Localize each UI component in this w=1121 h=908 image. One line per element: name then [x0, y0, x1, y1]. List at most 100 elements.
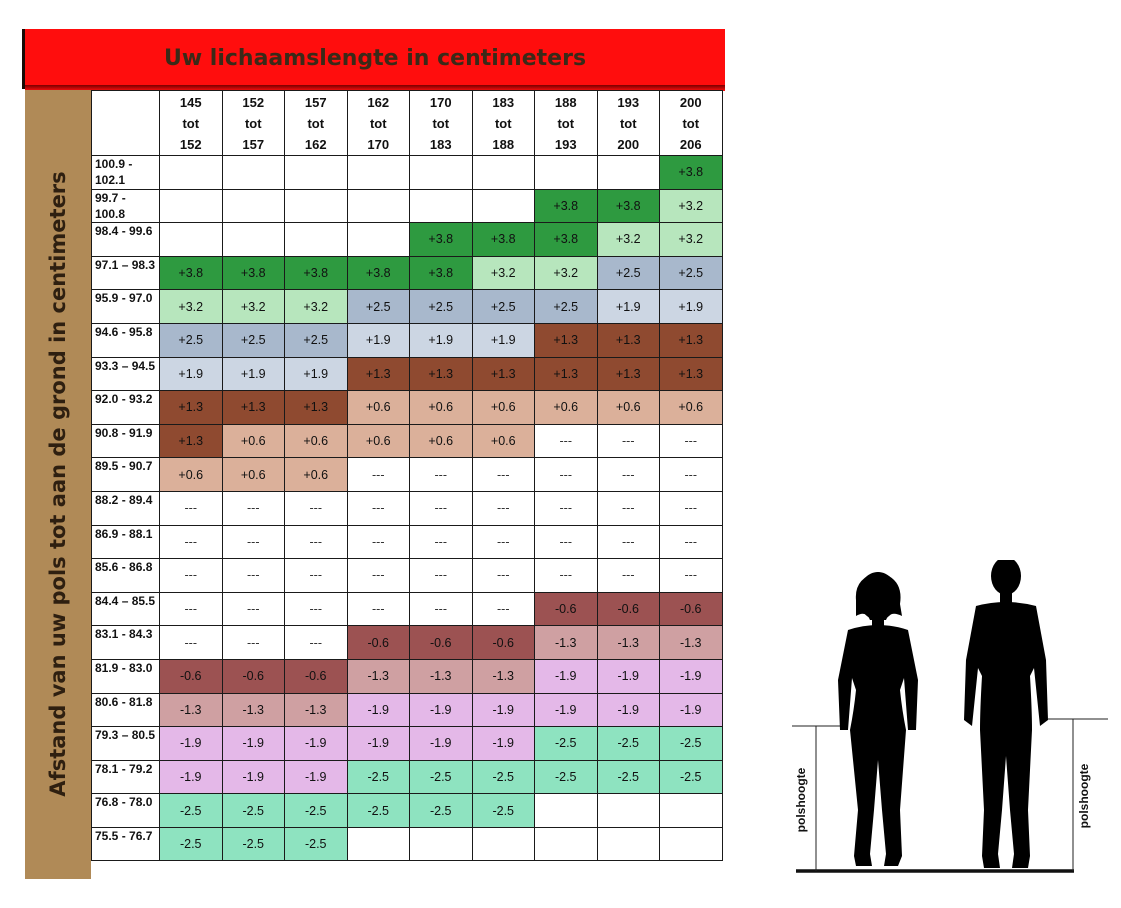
table-cell: -2.5 [596, 759, 660, 795]
table-cell: -2.5 [534, 726, 598, 761]
table-cell: --- [596, 524, 660, 560]
table-cell: --- [159, 558, 223, 593]
column-header-to: 157 [242, 136, 265, 152]
table-cell: +0.6 [284, 423, 348, 459]
table-cell: -1.9 [221, 759, 285, 795]
table-cell: +1.9 [346, 322, 410, 358]
table-cell: +1.3 [409, 356, 473, 392]
table-cell: +0.6 [534, 390, 598, 425]
table-cell: +1.3 [659, 356, 723, 392]
table-cell: --- [534, 524, 598, 560]
table-cell: --- [346, 524, 410, 560]
size-table: 145 tot 152 152 tot 157 157 tot 162 162 tot 170 170 t… [91, 90, 723, 862]
table-cell: --- [159, 625, 223, 660]
row-header: 83.1 - 84.3 [91, 625, 160, 660]
column-header-word: tot [182, 115, 200, 131]
row-header: 89.5 - 90.7 [91, 457, 160, 492]
table-cell: -0.6 [221, 658, 285, 694]
table-cell [471, 188, 535, 224]
table-cell: --- [221, 490, 285, 526]
table-cell [659, 826, 723, 862]
table-row: 86.9 - 88.1 --- --- --- --- --- --- --- --- --- [91, 524, 723, 560]
table-cell: --- [471, 457, 535, 492]
table-cell: +0.6 [596, 390, 660, 425]
column-header-from: 183 [492, 94, 515, 110]
table-cell [409, 188, 473, 224]
table-cell: --- [346, 591, 410, 627]
table-cell: -2.5 [659, 759, 723, 795]
column-header-from: 200 [679, 94, 702, 110]
table-cell: --- [284, 591, 348, 627]
table-cell: --- [534, 490, 598, 526]
column-header: 200 tot 206 [659, 90, 723, 156]
table-cell [159, 188, 223, 224]
row-header: 94.6 - 95.8 [91, 322, 160, 358]
table-cell: -0.6 [534, 591, 598, 627]
table-cell: +1.9 [596, 289, 660, 324]
table-row: 79.3 – 80.5 -1.9 -1.9 -1.9 -1.9 -1.9 -1.9 -2.5-… [91, 726, 723, 761]
row-header: 76.8 - 78.0 [91, 793, 160, 828]
table-cell: --- [221, 591, 285, 627]
table-cell: -2.5 [346, 793, 410, 828]
table-cell: +2.5 [221, 322, 285, 358]
row-header: 84.4 – 85.5 [91, 591, 160, 627]
table-cell [346, 222, 410, 257]
measure-label-left: polshoogte [794, 767, 808, 832]
row-header: 78.1 - 79.2 [91, 759, 160, 795]
header-left-edge [22, 29, 26, 89]
table-cell: --- [409, 558, 473, 593]
table-cell: -0.6 [346, 625, 410, 660]
table-cell [471, 826, 535, 862]
table-cell: -1.9 [659, 658, 723, 694]
table-row: 89.5 - 90.7 +0.6 +0.6 +0.6 --- --- --- --- --- --… [91, 457, 723, 492]
table-cell: +3.8 [534, 188, 598, 224]
table-cell: +0.6 [409, 423, 473, 459]
column-header-to: 206 [679, 136, 702, 152]
row-header: 79.3 – 80.5 [91, 726, 160, 761]
table-cell: --- [346, 558, 410, 593]
table-cell: +3.8 [596, 188, 660, 224]
table-cell: -2.5 [409, 759, 473, 795]
size-table-wrap: 145 tot 152 152 tot 157 157 tot 162 162 tot 170 170 t… [91, 90, 723, 862]
table-cell: --- [534, 457, 598, 492]
table-cell: --- [471, 591, 535, 627]
column-header: 193 tot 200 [596, 90, 660, 156]
table-cell: +2.5 [534, 289, 598, 324]
row-header: 93.3 – 94.5 [91, 356, 160, 392]
table-cell: +3.2 [659, 188, 723, 224]
table-cell: +1.3 [159, 390, 223, 425]
table-cell: -1.9 [159, 759, 223, 795]
table-cell: -1.3 [346, 658, 410, 694]
table-cell: +1.3 [221, 390, 285, 425]
table-cell: --- [534, 423, 598, 459]
row-header: 95.9 - 97.0 [91, 289, 160, 324]
table-cell: +1.3 [159, 423, 223, 459]
row-header: 81.9 - 83.0 [91, 658, 160, 694]
column-header-word: tot [432, 115, 450, 131]
table-cell: -1.3 [221, 692, 285, 728]
table-cell: -2.5 [284, 826, 348, 862]
column-header-word: tot [494, 115, 512, 131]
column-header-from: 152 [242, 94, 265, 110]
table-cell: +1.3 [346, 356, 410, 392]
column-header: 157 tot 162 [284, 90, 348, 156]
table-cell: --- [659, 524, 723, 560]
table-cell: --- [346, 457, 410, 492]
table-cell: -1.9 [159, 726, 223, 761]
table-cell: +0.6 [346, 423, 410, 459]
table-cell: +3.8 [409, 222, 473, 257]
table-cell: +1.3 [284, 390, 348, 425]
table-cell: +2.5 [471, 289, 535, 324]
table-cell: -2.5 [159, 793, 223, 828]
table-row: 81.9 - 83.0 -0.6 -0.6 -0.6 -1.3 -1.3 -1.3 -1.9-… [91, 658, 723, 694]
header-shadow [25, 85, 725, 91]
table-cell [159, 155, 223, 190]
table-row: 98.4 - 99.6 +3.8 +3.8 +3.8 +3.2 +3.2 [91, 222, 723, 257]
table-cell: +3.8 [471, 222, 535, 257]
table-cell: +2.5 [284, 322, 348, 358]
table-row: 80.6 - 81.8 -1.3 -1.3 -1.3 -1.9 -1.9 -1.9 -1.9-… [91, 692, 723, 728]
table-cell: +2.5 [159, 322, 223, 358]
table-cell: -2.5 [284, 793, 348, 828]
table-cell: --- [284, 524, 348, 560]
table-cell [221, 222, 285, 257]
